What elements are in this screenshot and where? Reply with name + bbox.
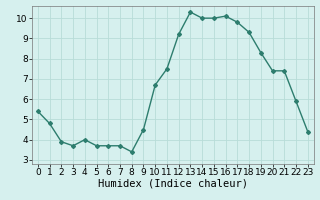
X-axis label: Humidex (Indice chaleur): Humidex (Indice chaleur) (98, 179, 248, 189)
